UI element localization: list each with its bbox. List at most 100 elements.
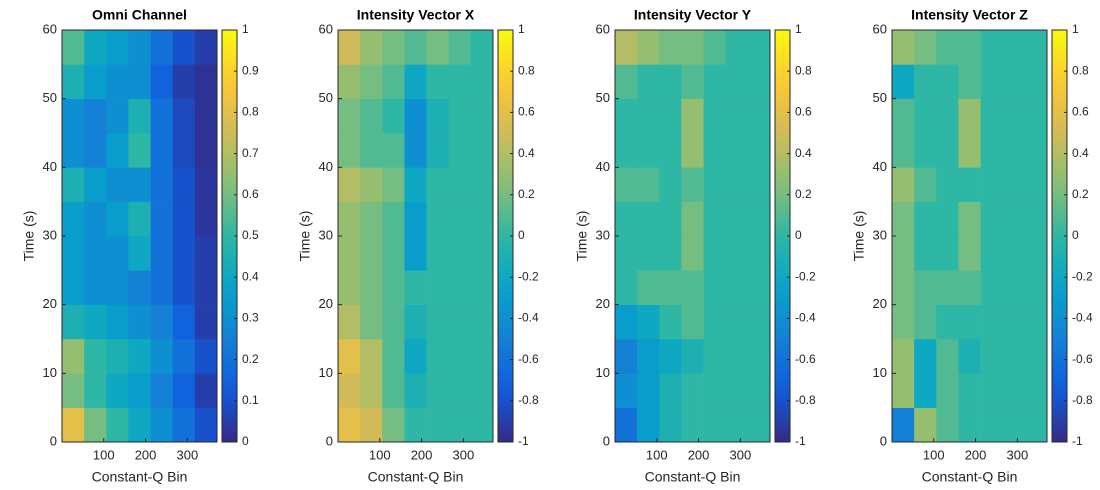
y-tick-label: 50 [873, 90, 887, 105]
heatmap-cell [747, 98, 771, 134]
y-axis-label: Time (s) [21, 211, 37, 262]
colorbar-tick-label: 0.2 [795, 187, 812, 201]
heatmap-cell [615, 304, 638, 340]
colorbar-tick-label: -0.4 [1072, 311, 1093, 325]
heatmap-cell [62, 133, 85, 168]
colorbar-tick-label: -0.2 [518, 269, 539, 283]
heatmap-cell [84, 373, 107, 408]
colorbar-tick-label: 0.9 [242, 63, 259, 77]
heatmap-cell [681, 304, 704, 340]
heatmap-cell [1002, 201, 1026, 237]
colorbar-tick-label: 0.8 [1072, 63, 1089, 77]
heatmap-cell [470, 30, 494, 65]
heatmap-cell [681, 64, 704, 99]
heatmap-cell [703, 98, 727, 134]
heatmap-cell [914, 98, 937, 134]
heatmap-cell [194, 201, 218, 237]
heatmap-cell [747, 167, 771, 202]
heatmap-cell [659, 270, 682, 305]
y-tick-label: 60 [319, 21, 333, 36]
heatmap-cell [892, 30, 915, 65]
heatmap-cell [404, 64, 427, 99]
y-tick-label: 40 [873, 159, 887, 174]
heatmap-cell [382, 201, 405, 237]
colorbar-tick-label: -0.8 [1072, 393, 1093, 407]
heatmap-cell [703, 407, 727, 443]
heatmap-cell [382, 30, 405, 65]
heatmap-cell [703, 373, 727, 408]
x-tick-label: 100 [646, 447, 668, 462]
heatmap-cell [62, 98, 85, 134]
heatmap-cell [172, 167, 196, 202]
heatmap-cell [637, 407, 660, 443]
x-tick-label: 100 [369, 447, 391, 462]
heatmap-cell [1002, 64, 1026, 99]
y-axis-label: Time (s) [574, 211, 590, 262]
heatmap-cell [360, 339, 383, 374]
heatmap-cell [172, 201, 196, 237]
y-tick-label: 0 [326, 433, 333, 448]
heatmap-cell [128, 270, 151, 305]
x-tick-label: 200 [965, 447, 987, 462]
colorbar-tick-label: -1 [795, 434, 806, 448]
heatmap-cell [338, 30, 361, 65]
colorbar-tick-label: 0.2 [518, 187, 535, 201]
heatmap-cell [62, 64, 85, 99]
heatmap-cell [615, 64, 638, 99]
heatmap-cell [1002, 304, 1026, 340]
heatmap-cell [958, 407, 981, 443]
y-tick-label: 40 [43, 159, 57, 174]
heatmap-cell [338, 98, 361, 134]
heatmap-cell [84, 133, 107, 168]
heatmap-cell [914, 64, 937, 99]
heatmap-cell [936, 167, 959, 202]
y-tick-label: 60 [596, 21, 610, 36]
heatmap-cell [128, 167, 151, 202]
x-axis-label: Constant-Q Bin [645, 469, 741, 485]
heatmap-cell [338, 64, 361, 99]
heatmap-cell [150, 64, 174, 99]
colorbar-tick-label: -0.2 [795, 269, 816, 283]
heatmap-cell [936, 133, 959, 168]
heatmap-cell [725, 236, 749, 271]
heatmap-cell [681, 167, 704, 202]
heatmap-cell [681, 339, 704, 374]
heatmap-cell [980, 373, 1004, 408]
heatmap-cell [892, 64, 915, 99]
y-tick-label: 10 [319, 365, 333, 380]
heatmap-cell [1002, 270, 1026, 305]
heatmap-cell [659, 373, 682, 408]
heatmap-cell [659, 236, 682, 271]
heatmap-cell [426, 30, 450, 65]
heatmap-cell [150, 407, 174, 443]
heatmap-cell [382, 339, 405, 374]
colorbar-tick-label: -0.2 [1072, 269, 1093, 283]
heatmap-cell [936, 270, 959, 305]
colorbar-tick-label: 0.3 [242, 311, 259, 325]
heatmap-cell [382, 304, 405, 340]
heatmap-cell [150, 133, 174, 168]
colorbar-tick-label: 0 [795, 228, 802, 242]
heatmap-cell [172, 373, 196, 408]
heatmap-cell [404, 373, 427, 408]
heatmap-cell [615, 30, 638, 65]
heatmap-cell [62, 270, 85, 305]
heatmap-cell [106, 236, 129, 271]
heatmap-cell [470, 236, 494, 271]
heatmap-cell [1024, 407, 1048, 443]
heatmap-cell [106, 98, 129, 134]
heatmap-cell [448, 236, 472, 271]
heatmap-cell [914, 270, 937, 305]
heatmap-cell [84, 201, 107, 237]
heatmap-cell [980, 339, 1004, 374]
heatmap-cell [892, 201, 915, 237]
colorbar-tick-label: 0.6 [242, 187, 259, 201]
heatmap-cell [382, 133, 405, 168]
heatmap-cell [106, 407, 129, 443]
heatmap-cell [172, 64, 196, 99]
heatmap-cell [338, 304, 361, 340]
heatmap-cell [980, 30, 1004, 65]
heatmap-cell [637, 98, 660, 134]
colorbar-tick-label: 0.4 [795, 146, 812, 160]
